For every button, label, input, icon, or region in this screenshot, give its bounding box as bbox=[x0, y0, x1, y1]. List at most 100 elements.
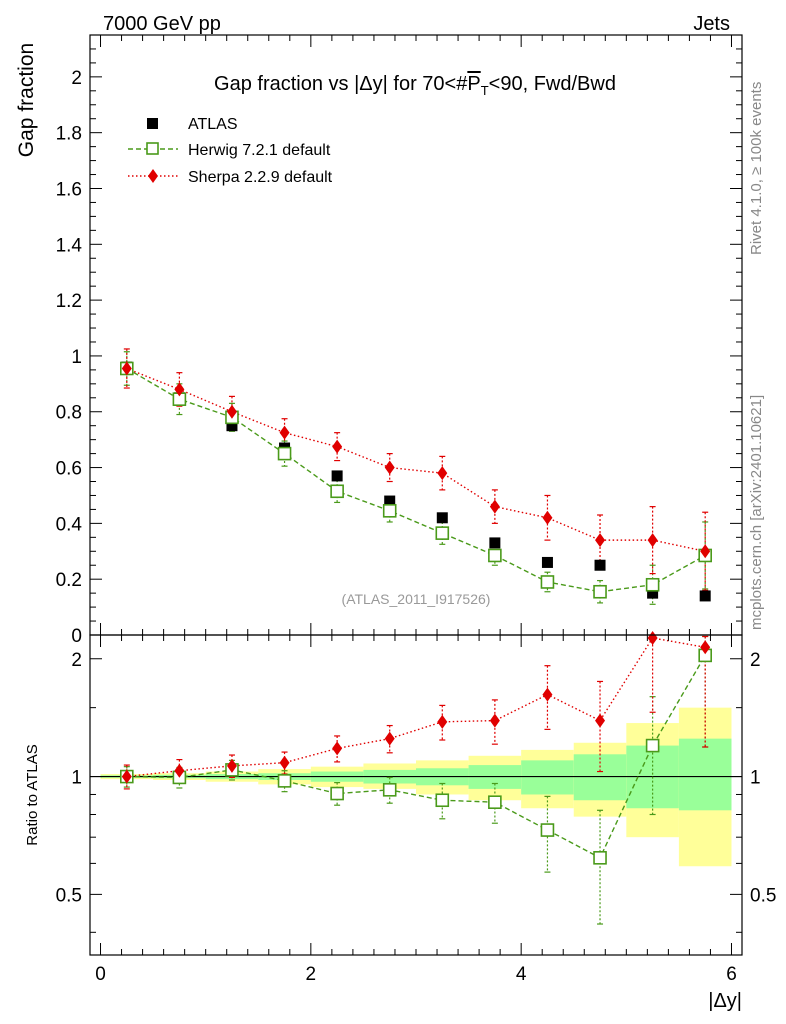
header-process-label: Jets bbox=[693, 13, 730, 35]
y-tick-label: 0 bbox=[71, 626, 82, 647]
title-pt-subscript: T bbox=[481, 83, 489, 98]
sherpa-point bbox=[121, 361, 132, 376]
ratio-herwig-point bbox=[645, 738, 660, 753]
title-pt-symbol: P bbox=[467, 73, 480, 95]
sherpa-point bbox=[700, 544, 711, 559]
ratio-sherpa-point bbox=[700, 640, 711, 655]
herwig-point bbox=[277, 446, 292, 461]
title-prefix: Gap fraction vs | bbox=[214, 73, 359, 95]
ratio-sherpa-point bbox=[332, 741, 343, 756]
herwig-point bbox=[593, 584, 607, 599]
ratio-sherpa-point bbox=[647, 630, 658, 645]
y-tick-label: 1.8 bbox=[56, 124, 82, 145]
y-tick-label: 0.4 bbox=[56, 514, 83, 535]
atlas-point bbox=[699, 590, 711, 602]
ratio-tick-label-right: 2 bbox=[750, 650, 761, 671]
chart-title: Gap fraction vs |Δy| for 70<#PT<90, Fwd/… bbox=[214, 73, 616, 98]
x-tick-label: 0 bbox=[95, 964, 106, 985]
ratio-herwig-point bbox=[277, 774, 292, 788]
y-axis-label: Gap fraction bbox=[15, 43, 38, 157]
y-tick-label: 0.2 bbox=[56, 570, 82, 591]
legend-sherpa-marker bbox=[148, 169, 158, 183]
ratio-herwig-point bbox=[330, 786, 344, 801]
x-tick-label: 2 bbox=[306, 964, 317, 985]
title-suffix: <90, Fwd/Bwd bbox=[489, 73, 616, 95]
ratio-sherpa-point bbox=[384, 731, 395, 746]
y-tick-label: 1.2 bbox=[56, 291, 82, 312]
ratio-herwig-point bbox=[593, 851, 607, 865]
sherpa-point bbox=[174, 382, 185, 397]
ratio-sherpa-point bbox=[279, 755, 290, 770]
legend-atlas-marker bbox=[147, 118, 158, 129]
sherpa-point bbox=[384, 460, 395, 475]
sherpa-point bbox=[437, 466, 448, 481]
header-energy-label: 7000 GeV pp bbox=[103, 13, 221, 35]
atlas-point bbox=[594, 559, 606, 571]
ratio-sherpa-line bbox=[126, 637, 706, 778]
sherpa-point bbox=[226, 404, 237, 419]
atlas-point bbox=[331, 470, 343, 482]
atlas-point bbox=[647, 587, 659, 599]
sherpa-point bbox=[647, 533, 658, 548]
ratio-sherpa-point bbox=[226, 758, 237, 773]
atlas-point bbox=[541, 556, 553, 568]
ratio-tick-label: 2 bbox=[71, 650, 82, 671]
y-tick-label: 1 bbox=[71, 347, 82, 368]
legend-atlas-label: ATLAS bbox=[188, 116, 238, 133]
y-tick-label: 1.6 bbox=[56, 179, 82, 200]
ratio-band-inner bbox=[573, 754, 627, 801]
main-panel: 0 0.2 0.4 0.6 0.8 1 1.2 1.4 1.6 1.8 2 Gap fraction… bbox=[15, 34, 743, 647]
herwig-point bbox=[645, 577, 660, 592]
herwig-point bbox=[330, 484, 344, 499]
ratio-herwig-point bbox=[540, 823, 555, 837]
herwig-point bbox=[382, 504, 397, 518]
ratio-band-inner bbox=[678, 738, 732, 811]
herwig-point bbox=[488, 548, 502, 563]
rivet-version-label: Rivet 4.1.0, ≥ 100k events bbox=[748, 82, 765, 255]
legend-herwig-label: Herwig 7.2.1 default bbox=[188, 142, 331, 159]
mcplots-reference-label: mcplots.cern.ch [arXiv:2401.10621] bbox=[748, 395, 765, 630]
ratio-herwig-line bbox=[126, 655, 706, 859]
y-tick-label: 0.6 bbox=[56, 459, 82, 480]
y-tick-label: 1.4 bbox=[56, 235, 83, 256]
atlas-point bbox=[489, 537, 501, 549]
sherpa-line bbox=[126, 367, 706, 552]
ratio-sherpa-point bbox=[595, 713, 606, 728]
atlas-point bbox=[436, 512, 448, 524]
sherpa-point bbox=[542, 510, 553, 525]
x-tick-label: 4 bbox=[516, 964, 527, 985]
x-tick-label: 6 bbox=[726, 964, 737, 985]
ratio-sherpa-point bbox=[437, 714, 448, 729]
ratio-sherpa-point bbox=[542, 687, 553, 702]
atlas-point bbox=[226, 420, 238, 432]
ratio-tick-label-right: 0.5 bbox=[750, 885, 776, 906]
legend-herwig-marker bbox=[146, 142, 159, 155]
ratio-y-axis-label: Ratio to ATLAS bbox=[24, 744, 41, 845]
herwig-point bbox=[435, 526, 450, 540]
ratio-band-inner bbox=[521, 760, 574, 795]
ratio-panel: 0 2 4 6 0.5 0.5 1 1 2 2 Ratio to ATLAS |Δy| bbox=[24, 630, 776, 1012]
y-tick-label: 2 bbox=[71, 68, 82, 89]
legend: ATLAS Herwig 7.2.1 default Sherpa 2.2.9 … bbox=[128, 116, 333, 186]
y-tick-label: 0.8 bbox=[56, 403, 82, 424]
sherpa-point bbox=[595, 533, 606, 548]
ratio-tick-label: 1 bbox=[71, 768, 82, 789]
title-delta: Δy bbox=[359, 73, 382, 95]
ratio-sherpa-point bbox=[121, 769, 132, 784]
title-mid: | for 70<# bbox=[383, 73, 469, 95]
herwig-point bbox=[540, 575, 555, 589]
ratio-sherpa-point bbox=[489, 713, 500, 728]
sherpa-point bbox=[489, 499, 500, 514]
x-axis-label: |Δy| bbox=[708, 990, 742, 1012]
ratio-sherpa-point bbox=[174, 763, 185, 778]
herwig-line bbox=[126, 367, 706, 593]
sherpa-point bbox=[332, 439, 343, 454]
analysis-id-label: (ATLAS_2011_I917526) bbox=[342, 591, 491, 607]
ratio-herwig-point bbox=[488, 795, 502, 810]
atlas-point bbox=[384, 495, 396, 507]
legend-sherpa-label: Sherpa 2.2.9 default bbox=[188, 169, 333, 186]
ratio-herwig-point bbox=[435, 793, 450, 808]
sherpa-point bbox=[279, 425, 290, 440]
ratio-tick-label: 0.5 bbox=[56, 885, 82, 906]
